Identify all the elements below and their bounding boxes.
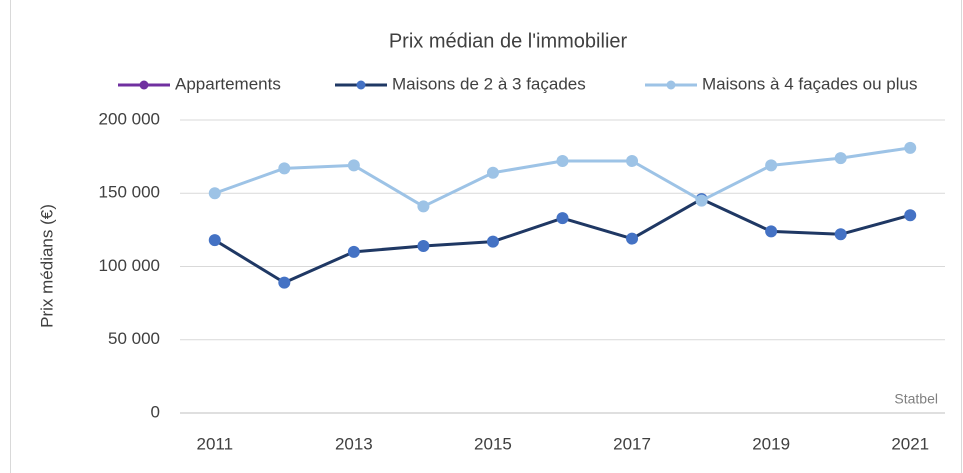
- data-point: [556, 212, 569, 225]
- legend-marker: [666, 80, 676, 90]
- data-point: [417, 239, 430, 252]
- legend-marker: [356, 80, 366, 90]
- data-point: [486, 166, 499, 179]
- data-point: [904, 209, 917, 222]
- y-tick-label: 50 000: [108, 329, 160, 348]
- y-tick-label: 200 000: [99, 109, 160, 128]
- annotation: Statbel: [894, 391, 938, 407]
- y-tick-label: 100 000: [99, 256, 160, 275]
- x-tick-label: 2011: [196, 434, 233, 453]
- data-point: [486, 235, 499, 248]
- data-point: [278, 162, 291, 175]
- y-tick-label: 0: [151, 402, 160, 421]
- data-point: [834, 228, 847, 241]
- chart-title: Prix médian de l'immobilier: [389, 30, 628, 52]
- data-point: [695, 194, 708, 207]
- y-tick-label: 150 000: [99, 183, 160, 202]
- x-tick-label: 2015: [474, 434, 512, 453]
- legend-label: Maisons de 2 à 3 façades: [392, 74, 586, 93]
- data-point: [626, 232, 639, 245]
- data-point: [765, 159, 778, 172]
- data-point: [765, 225, 778, 238]
- data-point: [556, 155, 569, 168]
- x-tick-label: 2017: [613, 434, 651, 453]
- x-tick-label: 2021: [891, 434, 929, 453]
- y-axis-label: Prix médians (€): [37, 204, 56, 328]
- data-point: [208, 187, 221, 200]
- legend-label: Maisons à 4 façades ou plus: [702, 74, 917, 93]
- data-point: [626, 155, 639, 168]
- data-point: [347, 159, 360, 172]
- x-tick-label: 2019: [752, 434, 790, 453]
- data-point: [208, 234, 221, 247]
- legend-marker: [139, 80, 149, 90]
- x-tick-label: 2013: [335, 434, 373, 453]
- legend-label: Appartements: [175, 74, 281, 93]
- data-point: [834, 152, 847, 165]
- data-point: [904, 141, 917, 154]
- chart-frame: [10, 0, 962, 473]
- data-point: [417, 200, 430, 213]
- data-point: [278, 276, 291, 289]
- series-line: [213, 197, 911, 285]
- data-point: [347, 245, 360, 258]
